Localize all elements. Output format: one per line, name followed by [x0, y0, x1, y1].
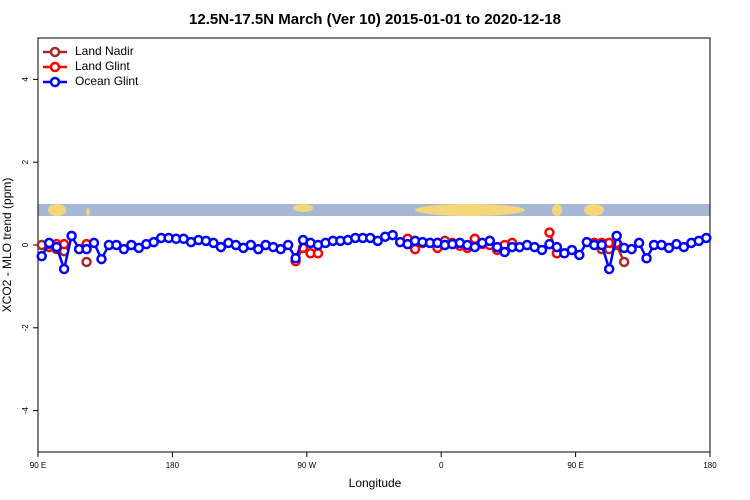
- point: [43, 237, 55, 249]
- point: [566, 244, 578, 256]
- y-tick-label: -2: [21, 324, 30, 332]
- point: [111, 239, 122, 251]
- legend-marker: [49, 46, 61, 58]
- legend-label: Ocean Glint: [75, 74, 139, 88]
- point: [253, 243, 264, 255]
- point: [81, 243, 92, 255]
- x-axis-label: Longitude: [349, 476, 402, 490]
- point: [387, 229, 398, 241]
- point: [118, 243, 130, 255]
- point: [499, 246, 510, 258]
- point: [678, 241, 690, 253]
- point: [574, 249, 585, 261]
- land: [415, 204, 525, 216]
- point: [275, 243, 286, 255]
- y-tick-label: 0: [21, 242, 30, 247]
- point: [312, 248, 324, 259]
- land: [584, 204, 604, 216]
- point: [66, 230, 77, 242]
- y-tick-label: 2: [21, 159, 30, 164]
- point: [372, 235, 383, 247]
- point: [484, 235, 495, 247]
- point: [611, 230, 622, 242]
- point: [469, 241, 481, 253]
- x-tick-label: 90 E: [30, 461, 46, 470]
- y-axis-label: XCO2 - MLO trend (ppm): [0, 178, 14, 313]
- point: [641, 252, 652, 264]
- point: [81, 256, 92, 268]
- point: [36, 250, 47, 262]
- map-strip: [38, 204, 710, 216]
- point: [491, 241, 503, 253]
- point: [596, 239, 607, 251]
- point: [282, 239, 294, 251]
- legend-label: Land Nadir: [75, 44, 134, 58]
- series: [36, 229, 712, 275]
- x-tick-label: 180: [703, 461, 717, 470]
- x-tick-label: 180: [166, 461, 180, 470]
- point: [618, 256, 630, 268]
- legend-marker: [49, 61, 61, 73]
- land: [293, 204, 313, 212]
- chart-title: 12.5N-17.5N March (Ver 10) 2015-01-01 to…: [189, 11, 561, 28]
- x-tick-label: 90 E: [567, 461, 583, 470]
- x-tick-label: 90 W: [297, 461, 316, 470]
- point: [88, 237, 100, 249]
- land: [86, 208, 90, 216]
- point: [626, 243, 637, 255]
- y-tick-label: 4: [21, 77, 30, 82]
- land: [552, 204, 562, 216]
- point: [96, 253, 107, 265]
- y-tick-label: -4: [21, 406, 30, 414]
- x-tick-label: 0: [439, 461, 444, 470]
- land: [48, 204, 66, 216]
- point: [701, 232, 712, 244]
- point: [544, 227, 555, 238]
- point: [148, 236, 159, 248]
- point: [51, 241, 62, 253]
- legend-marker: [49, 76, 61, 88]
- point: [215, 241, 227, 253]
- ocean-band: [38, 204, 710, 216]
- point: [551, 241, 563, 253]
- point: [536, 244, 548, 256]
- point: [245, 239, 257, 251]
- legend-label: Land Glint: [75, 59, 130, 73]
- point: [208, 237, 219, 249]
- point: [58, 263, 70, 275]
- point: [603, 263, 615, 275]
- point: [633, 237, 645, 249]
- point: [290, 252, 301, 264]
